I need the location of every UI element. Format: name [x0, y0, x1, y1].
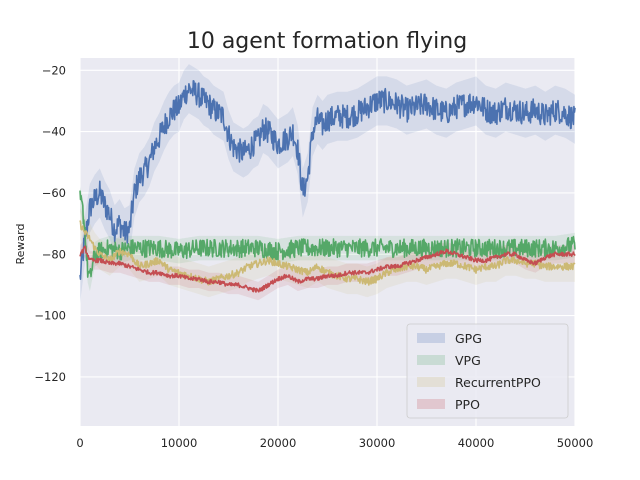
y-tick-label: −100 [34, 309, 66, 323]
x-tick-label: 10000 [161, 436, 198, 450]
series-line-ppo [79, 245, 576, 293]
legend-swatch [417, 377, 445, 387]
legend-swatch [417, 399, 445, 409]
x-tick-label: 0 [76, 436, 83, 450]
series-line-recurrentppo [79, 220, 576, 286]
legend-label: VPG [455, 353, 481, 368]
x-tick-label: 20000 [260, 436, 297, 450]
x-tick-label: 30000 [359, 436, 396, 450]
band-gpg [80, 64, 575, 304]
y-tick-label: −120 [34, 370, 66, 384]
legend: GPG VPG RecurrentPPO PPO [406, 323, 569, 419]
chart-title: 10 agent formation flying [187, 29, 467, 54]
band-vpg [80, 186, 575, 292]
y-tick-label: −60 [42, 186, 66, 200]
legend-box [406, 323, 569, 419]
legend-label: PPO [455, 397, 480, 412]
legend-swatch [417, 355, 445, 365]
x-tick-labels: 0 10000 20000 30000 40000 50000 [76, 436, 593, 450]
y-tick-labels: −120 −100 −80 −60 −40 −20 [34, 63, 66, 384]
band-recurrentppo [80, 208, 575, 298]
y-tick-label: −40 [42, 125, 66, 139]
series-lines [79, 80, 576, 293]
y-tick-label: −80 [42, 247, 66, 261]
y-axis-label: Reward [14, 224, 27, 265]
legend-label: GPG [455, 331, 482, 346]
legend-swatch [417, 333, 445, 343]
legend-label: RecurrentPPO [455, 375, 541, 390]
series-line-gpg [79, 80, 576, 280]
series-line-vpg [79, 190, 576, 278]
x-tick-label: 40000 [458, 436, 495, 450]
x-tick-label: 50000 [557, 436, 594, 450]
y-tick-label: −20 [42, 63, 66, 77]
